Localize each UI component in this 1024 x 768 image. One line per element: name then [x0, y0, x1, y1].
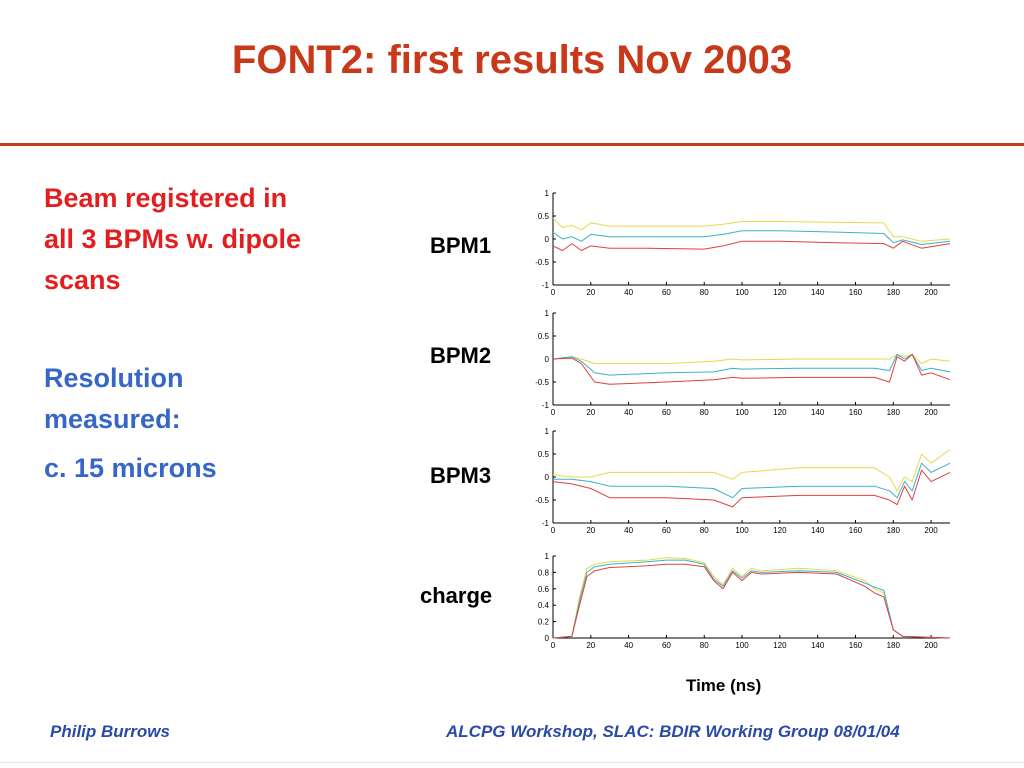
x-tick-label: 160 — [849, 288, 863, 297]
y-tick-label: 0.5 — [538, 212, 550, 221]
footer-divider — [0, 762, 1024, 763]
x-tick-label: 80 — [700, 526, 709, 535]
bullet-line: all 3 BPMs w. dipole — [44, 224, 302, 254]
series-line — [553, 462, 951, 499]
bullet-line: Resolution — [44, 363, 184, 393]
y-tick-label: 0 — [545, 235, 550, 244]
x-tick-label: 200 — [924, 526, 938, 535]
y-tick-label: 0 — [545, 355, 550, 364]
x-tick-label: 60 — [662, 408, 671, 417]
x-tick-label: 180 — [887, 641, 901, 650]
x-tick-label: 180 — [887, 408, 901, 417]
x-tick-label: 0 — [551, 641, 556, 650]
x-tick-label: 20 — [586, 641, 595, 650]
x-tick-label: 20 — [586, 288, 595, 297]
bullet-beam-registered: Beam registered in all 3 BPMs w. dipole … — [44, 178, 301, 301]
slide-title: FONT2: first results Nov 2003 — [231, 38, 793, 82]
y-tick-label: 1 — [545, 309, 550, 318]
y-tick-label: 1 — [545, 189, 550, 198]
x-tick-label: 120 — [773, 288, 787, 297]
series-line — [552, 230, 951, 245]
x-tick-label: 120 — [773, 641, 787, 650]
series-line — [552, 353, 951, 365]
x-tick-label: 80 — [700, 408, 709, 417]
x-tick-label: 100 — [735, 526, 749, 535]
y-tick-label: 0.8 — [538, 568, 550, 577]
series-line — [552, 240, 951, 251]
x-tick-label: 0 — [551, 526, 556, 535]
x-tick-label: 60 — [662, 526, 671, 535]
x-tick-label: 80 — [700, 288, 709, 297]
bullet-line: scans — [44, 265, 121, 295]
x-tick-label: 140 — [811, 641, 825, 650]
x-tick-label: 100 — [735, 408, 749, 417]
bullet-microns: c. 15 microns — [44, 453, 217, 483]
x-tick-label: 160 — [849, 526, 863, 535]
series-line — [552, 448, 951, 492]
y-tick-label: -0.5 — [535, 258, 549, 267]
bpm1-plot: 10.50-0.5-10 20 40 60 80 100 120 140 160 180 200 — [535, 189, 951, 297]
series-line — [552, 563, 951, 639]
x-tick-label: 180 — [887, 526, 901, 535]
x-axis-label: Time (ns) — [686, 676, 762, 695]
x-tick-label: 0 — [551, 288, 556, 297]
series-line — [552, 559, 951, 639]
x-tick-label: 140 — [811, 408, 825, 417]
x-tick-label: 40 — [624, 641, 633, 650]
bullet-line: Beam registered in — [44, 183, 288, 213]
x-tick-label: 200 — [924, 641, 938, 650]
x-tick-label: 180 — [887, 288, 901, 297]
x-tick-label: 40 — [624, 288, 633, 297]
x-tick-label: 160 — [849, 641, 863, 650]
x-tick-label: 80 — [700, 641, 709, 650]
series-line — [552, 469, 951, 508]
y-tick-label: 0.4 — [538, 601, 550, 610]
series-line — [552, 353, 951, 385]
y-tick-label: 0.2 — [538, 618, 550, 627]
footer-author: Philip Burrows — [50, 722, 170, 741]
x-tick-label: 200 — [924, 288, 938, 297]
y-tick-label: 0.6 — [538, 585, 550, 594]
y-tick-label: 0.5 — [538, 450, 550, 459]
y-tick-label: 1 — [545, 427, 550, 436]
bpm2-label: BPM2 — [430, 343, 492, 368]
x-tick-label: 20 — [586, 526, 595, 535]
y-tick-label: 0 — [545, 634, 550, 643]
series-line — [552, 353, 951, 376]
y-tick-label: -0.5 — [535, 496, 549, 505]
charge-plot: 1 0.8 0.6 0.4 0.2 00 20 40 60 80 100 120 140 160 180 20… — [538, 552, 951, 650]
footer-event: ALCPG Workshop, SLAC: BDIR Working Group… — [446, 722, 900, 741]
y-tick-label: 0.5 — [538, 332, 550, 341]
title-divider — [0, 143, 1024, 146]
y-tick-label: -0.5 — [535, 378, 549, 387]
x-tick-label: 200 — [924, 408, 938, 417]
x-tick-label: 140 — [811, 526, 825, 535]
y-tick-label: -1 — [542, 519, 550, 528]
x-tick-label: 40 — [624, 408, 633, 417]
y-tick-label: 0 — [545, 473, 550, 482]
x-tick-label: 100 — [735, 641, 749, 650]
bpm1-label: BPM1 — [430, 233, 492, 258]
bpm2-plot: 10.50-0.5-10 20 40 60 80 100 120 140 160 180 200 — [535, 309, 951, 417]
y-tick-label: 1 — [545, 552, 550, 561]
y-tick-label: -1 — [542, 281, 550, 290]
x-tick-label: 60 — [662, 288, 671, 297]
bullet-line: measured: — [44, 404, 181, 434]
x-tick-label: 0 — [551, 408, 556, 417]
bpm3-label: BPM3 — [430, 463, 492, 488]
x-tick-label: 120 — [773, 408, 787, 417]
bpm3-plot: 10.50-0.5-10 20 40 60 80 100 120 140 160 180 200 — [535, 427, 951, 535]
series-line — [552, 217, 951, 242]
x-tick-label: 40 — [624, 526, 633, 535]
x-tick-label: 140 — [811, 288, 825, 297]
series-line — [552, 557, 951, 639]
x-tick-label: 60 — [662, 641, 671, 650]
x-tick-label: 160 — [849, 408, 863, 417]
x-tick-label: 100 — [735, 288, 749, 297]
x-tick-label: 20 — [586, 408, 595, 417]
y-tick-label: -1 — [542, 401, 550, 410]
charge-label: charge — [420, 583, 493, 608]
x-tick-label: 120 — [773, 526, 787, 535]
bullet-resolution: Resolution measured: — [44, 358, 184, 440]
